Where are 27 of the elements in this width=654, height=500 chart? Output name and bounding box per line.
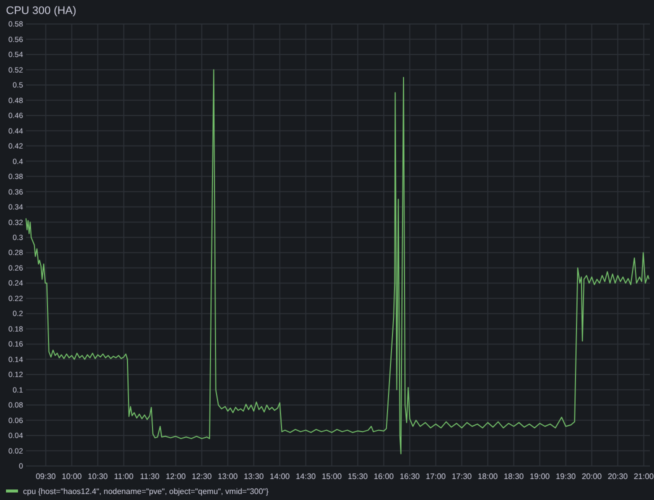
- x-tick-label: 19:30: [556, 472, 576, 481]
- x-tick-label: 17:30: [452, 472, 472, 481]
- x-tick-label: 16:00: [374, 472, 394, 481]
- line-series: [26, 69, 650, 454]
- x-tick-label: 15:00: [322, 472, 342, 481]
- x-tick-label: 14:00: [270, 472, 290, 481]
- x-tick-label: 18:30: [504, 472, 524, 481]
- x-tick-label: 13:30: [244, 472, 264, 481]
- x-tick-label: 18:00: [478, 472, 498, 481]
- x-tick-label: 09:30: [36, 472, 56, 481]
- x-tick-label: 10:00: [62, 472, 82, 481]
- x-tick-label: 13:00: [218, 472, 238, 481]
- x-tick-label: 12:30: [192, 472, 212, 481]
- x-tick-label: 11:30: [140, 472, 160, 481]
- legend-label: cpu {host="haos12.4", nodename="pve", object="qemu", vmid="300"}: [23, 487, 269, 496]
- x-tick-label: 20:00: [582, 472, 602, 481]
- x-tick-label: 11:00: [114, 472, 134, 481]
- x-tick-label: 21:00: [634, 472, 654, 481]
- x-tick-label: 16:30: [400, 472, 420, 481]
- chart-title: CPU 300 (HA): [6, 5, 76, 17]
- x-tick-label: 14:30: [296, 472, 316, 481]
- x-tick-label: 15:30: [348, 472, 368, 481]
- x-tick-label: 17:00: [426, 472, 446, 481]
- x-tick-label: 19:00: [530, 472, 550, 481]
- x-tick-label: 12:00: [166, 472, 186, 481]
- x-tick-label: 20:30: [608, 472, 628, 481]
- x-tick-label: 10:30: [88, 472, 108, 481]
